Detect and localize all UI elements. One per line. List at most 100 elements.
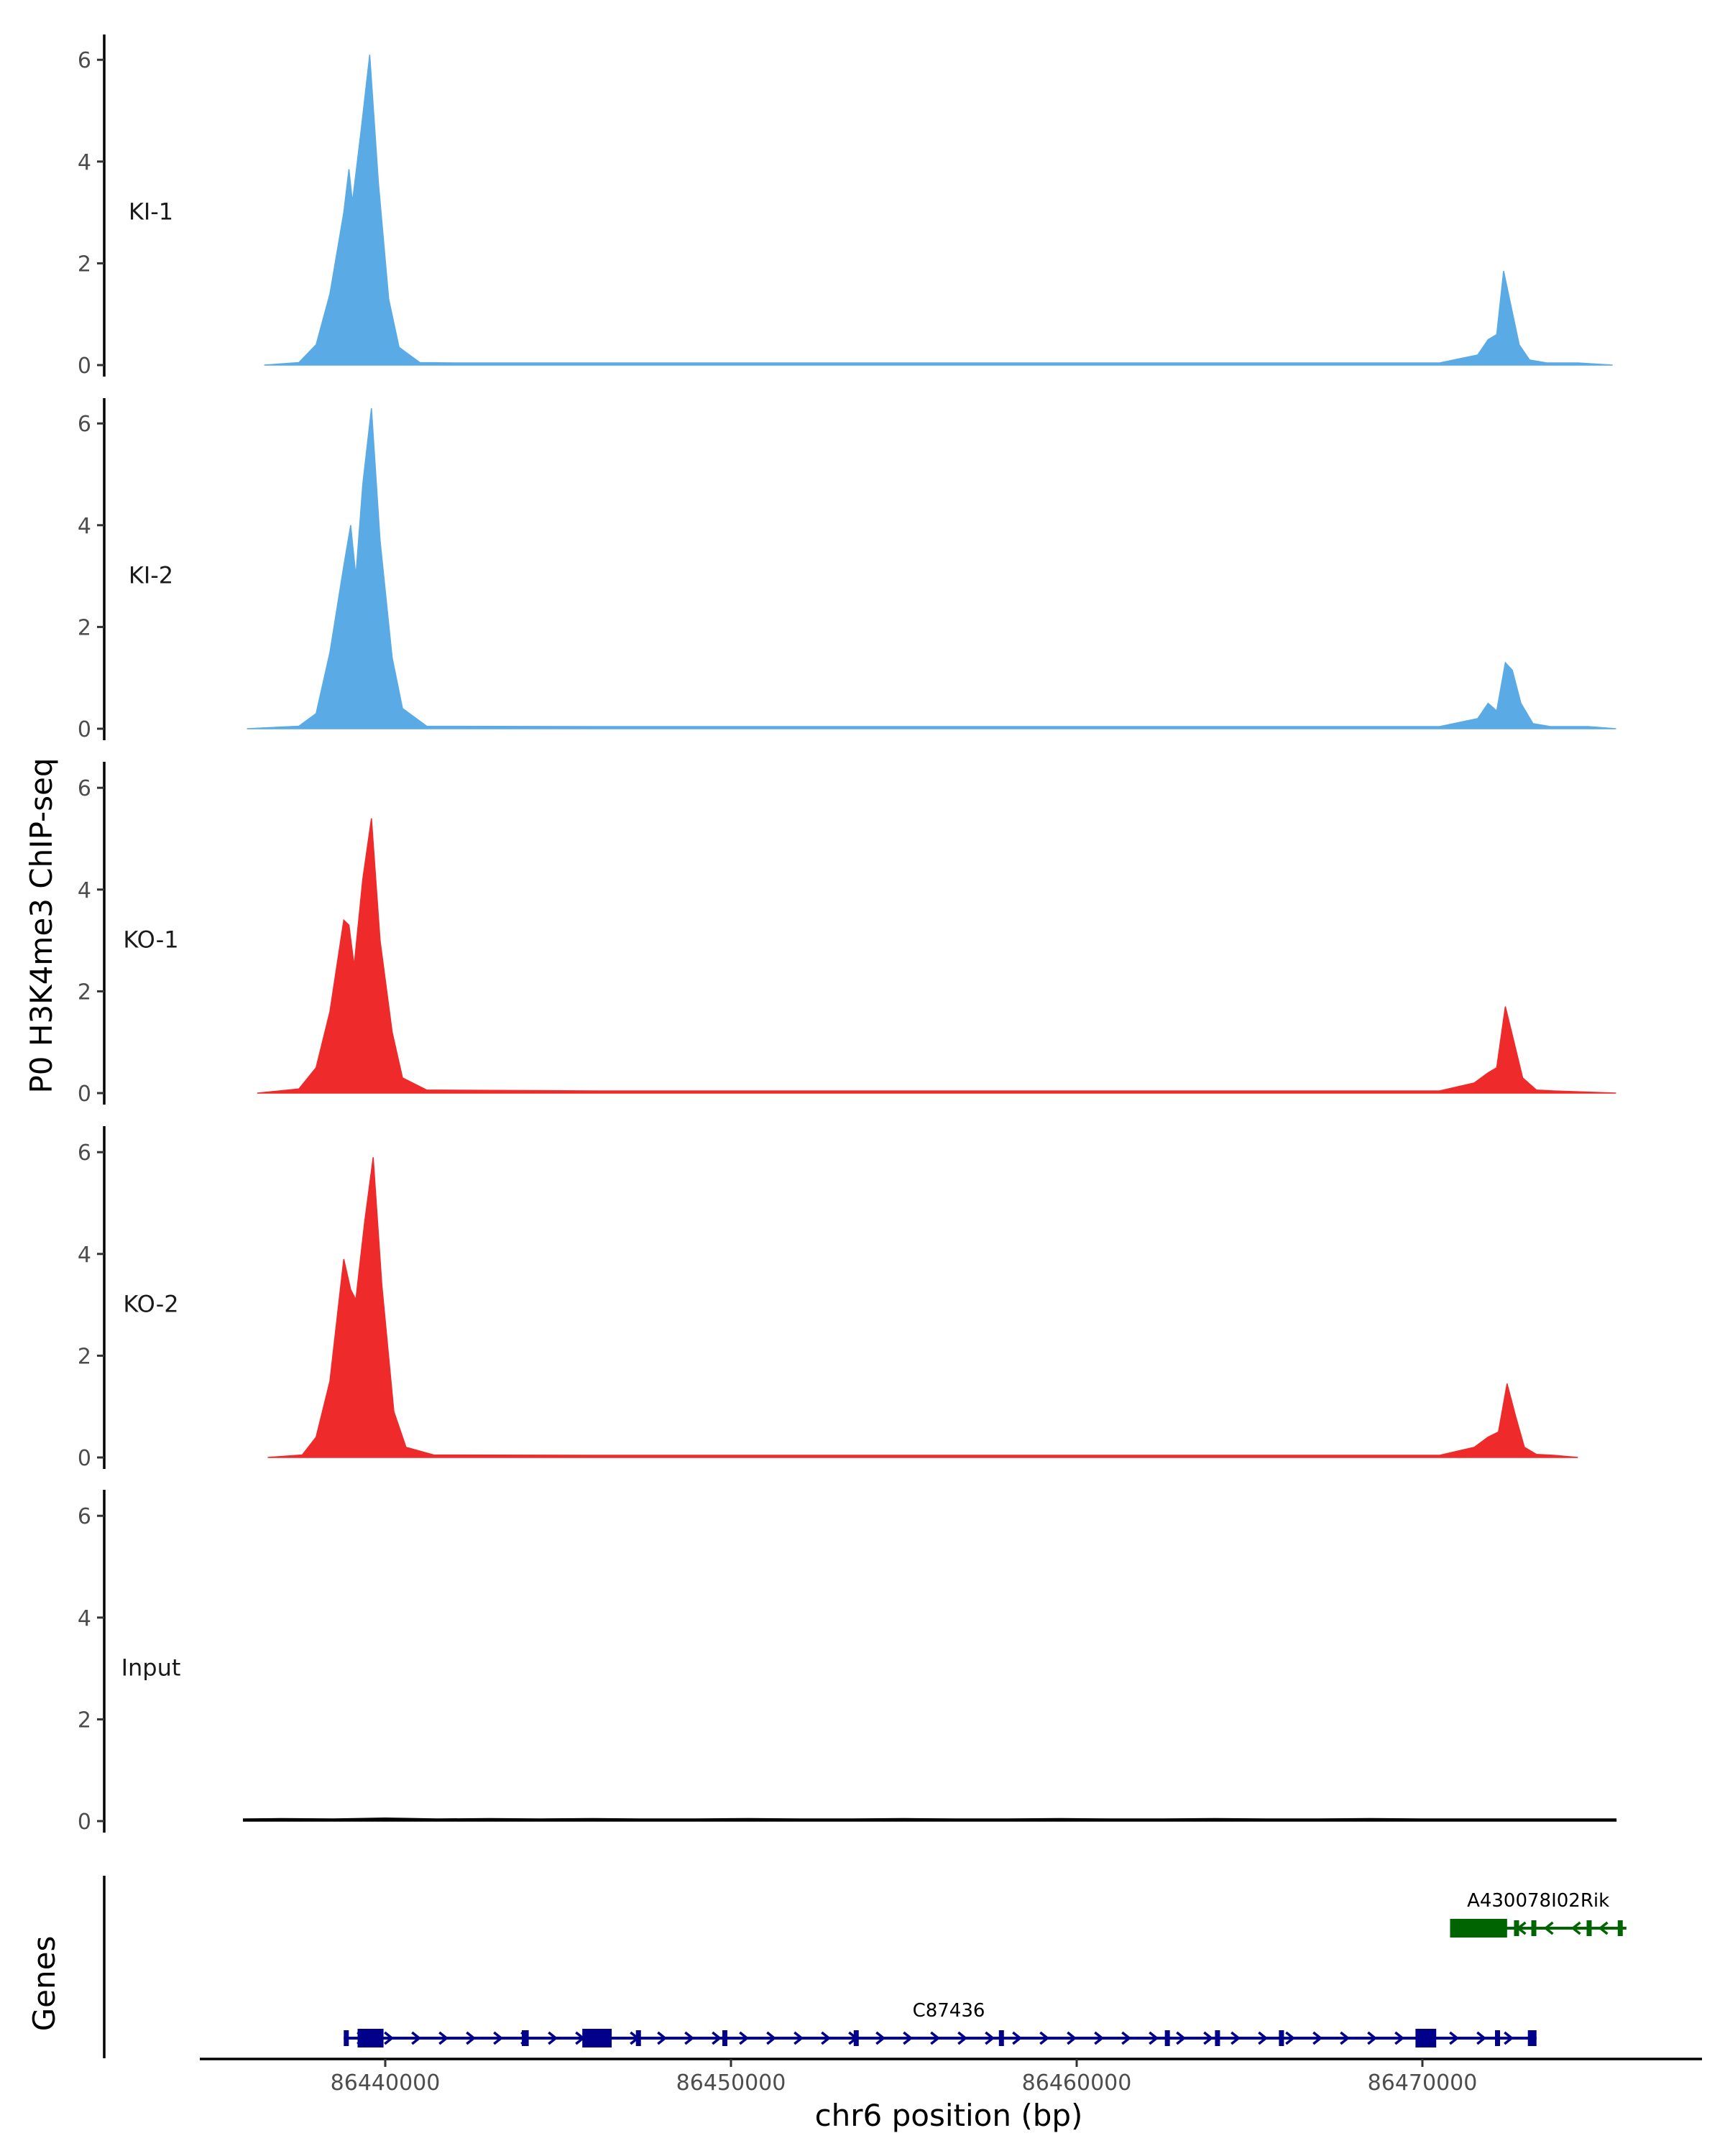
exon	[722, 2030, 727, 2046]
y-tick-label: 0	[78, 1810, 91, 1835]
exon	[1527, 2030, 1537, 2046]
strand-arrow	[1394, 2031, 1405, 2045]
track-panel-ko-1: 0 2 4 6 KO-1	[78, 762, 1616, 1107]
strand-arrow	[684, 2031, 695, 2045]
y-tick-label: 0	[78, 1446, 91, 1471]
strand-arrow	[930, 2031, 941, 2045]
strand-arrow	[548, 2031, 558, 2045]
y-axis-title: P0 H3K4me3 ChIP-seq	[24, 757, 59, 1093]
track-panel-ko-2: 0 2 4 6 KO-2	[78, 1126, 1578, 1471]
coverage-area	[267, 1157, 1578, 1458]
strand-arrow	[1285, 2031, 1296, 2045]
y-tick-label: 0	[78, 354, 91, 379]
y-tick-label: 4	[78, 514, 91, 539]
x-tick-label: 86470000	[1368, 2070, 1478, 2096]
strand-arrow	[1570, 1921, 1581, 1935]
y-tick-label: 6	[78, 412, 91, 437]
exon	[1586, 1920, 1592, 1936]
strand-arrow	[384, 2031, 395, 2045]
track-label: Input	[121, 1654, 181, 1682]
track-panel-ki-2: 0 2 4 6 KI-2	[78, 398, 1616, 742]
strand-arrow	[1039, 2031, 1050, 2045]
genes-track-label: Genes	[27, 1936, 62, 2032]
strand-arrow	[821, 2031, 832, 2045]
track-label: KO-2	[123, 1291, 178, 1318]
y-tick-label: 4	[78, 1606, 91, 1631]
exon	[1617, 1920, 1623, 1936]
exon	[1514, 1920, 1519, 1936]
strand-arrow	[411, 2031, 422, 2045]
coverage-area	[247, 407, 1616, 729]
y-tick-label: 2	[78, 1344, 91, 1369]
strand-arrow	[1230, 2031, 1241, 2045]
track-panel-input: 0 2 4 6 Input	[78, 1490, 1617, 1835]
y-tick-label: 4	[78, 878, 91, 903]
strand-arrow	[1067, 2031, 1077, 2045]
exon	[521, 2030, 529, 2046]
x-axis-title: chr6 position (bp)	[815, 2098, 1083, 2133]
gene-label: C87436	[913, 2000, 985, 2022]
strand-arrow	[875, 2031, 886, 2045]
exon	[1215, 2030, 1220, 2046]
y-tick-label: 6	[78, 1141, 91, 1166]
strand-arrow	[903, 2031, 914, 2045]
exon	[998, 2030, 1004, 2046]
x-tick-label: 86460000	[1022, 2070, 1132, 2096]
exon	[1279, 2030, 1284, 2046]
y-tick-label: 6	[78, 776, 91, 801]
exon	[1415, 2029, 1437, 2047]
y-tick-label: 0	[78, 717, 91, 742]
coverage-area	[264, 55, 1613, 366]
exon	[635, 2030, 641, 2046]
y-tick-label: 4	[78, 1243, 91, 1268]
exon	[1531, 1920, 1537, 1936]
strand-arrow	[766, 2031, 777, 2045]
x-tick-label: 86440000	[331, 2070, 441, 2096]
track-label: KI-2	[129, 562, 173, 589]
exon	[853, 2030, 859, 2046]
strand-arrow	[1203, 2031, 1214, 2045]
strand-arrow	[466, 2031, 477, 2045]
strand-arrow	[794, 2031, 804, 2045]
gene-a430078i02rik: A430078I02Rik	[1450, 1890, 1627, 1938]
strand-arrow	[739, 2031, 750, 2045]
coverage-area	[257, 818, 1616, 1094]
strand-arrow	[1367, 2031, 1378, 2045]
strand-arrow	[1176, 2031, 1187, 2045]
strand-arrow	[1449, 2031, 1460, 2045]
y-tick-label: 2	[78, 252, 91, 277]
exon	[1164, 2030, 1170, 2046]
y-tick-label: 0	[78, 1082, 91, 1107]
strand-arrow	[493, 2031, 504, 2045]
strand-arrow	[1258, 2031, 1269, 2045]
strand-arrow	[985, 2031, 995, 2045]
strand-arrow	[438, 2031, 449, 2045]
y-tick-label: 2	[78, 980, 91, 1005]
strand-arrow	[1598, 1921, 1609, 1935]
strand-arrow	[1340, 2031, 1351, 2045]
y-tick-label: 2	[78, 1708, 91, 1733]
exon	[357, 2029, 384, 2047]
exon	[344, 2030, 349, 2046]
strand-arrow	[957, 2031, 968, 2045]
strand-arrow	[1543, 1921, 1554, 1935]
strand-arrow	[657, 2031, 668, 2045]
strand-arrow	[1476, 2031, 1487, 2045]
x-tick-label: 86450000	[676, 2070, 786, 2096]
track-label: KO-1	[123, 926, 178, 954]
gene-label: A430078I02Rik	[1467, 1890, 1609, 1912]
strand-arrow	[712, 2031, 722, 2045]
y-tick-label: 4	[78, 150, 91, 175]
strand-arrow	[1504, 2031, 1514, 2045]
strand-arrow	[1312, 2031, 1323, 2045]
strand-arrow	[1121, 2031, 1132, 2045]
track-label: KI-1	[129, 198, 173, 226]
exon	[582, 2029, 612, 2047]
exon	[1495, 2030, 1501, 2046]
y-tick-label: 2	[78, 615, 91, 640]
y-tick-label: 6	[78, 48, 91, 73]
track-panel-ki-1: 0 2 4 6 KI-1	[78, 34, 1613, 379]
gene-c87436: C87436	[344, 2000, 1537, 2047]
strand-arrow	[1012, 2031, 1023, 2045]
